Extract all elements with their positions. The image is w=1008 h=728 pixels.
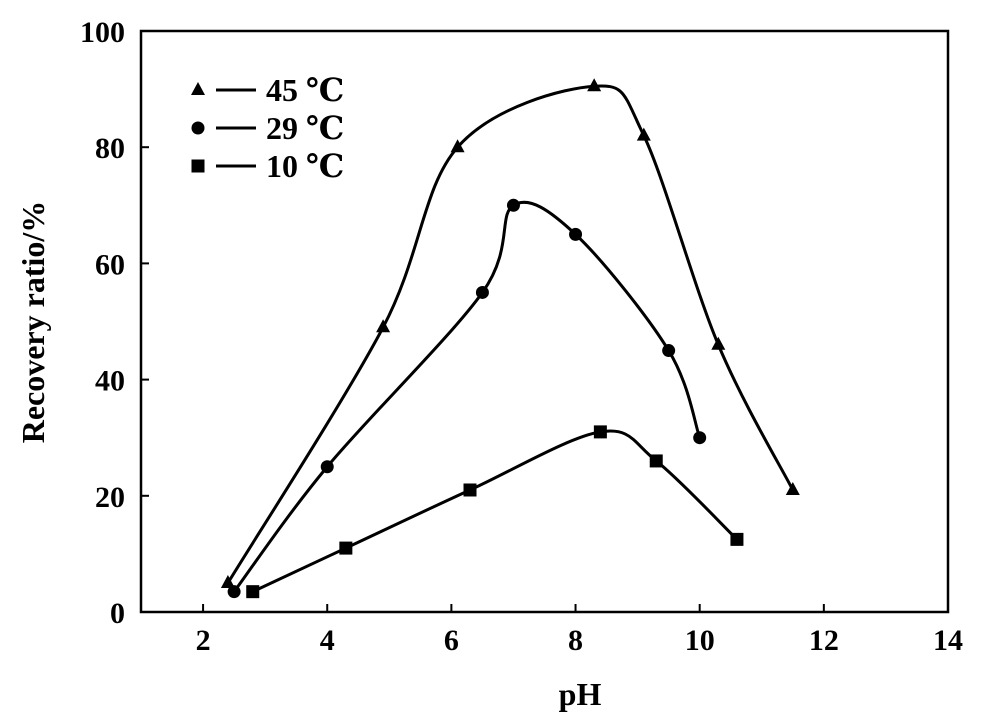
x-tick-label: 14 — [933, 624, 963, 657]
x-tick-label: 2 — [196, 624, 211, 657]
series-line — [252, 429, 738, 594]
legend: 45 ℃29 ℃10 ℃ — [191, 72, 344, 184]
series-layer — [220, 78, 800, 599]
y-tick-label: 0 — [110, 597, 125, 630]
series-circle — [227, 198, 707, 599]
data-point-circle — [227, 585, 241, 599]
series-triangle — [220, 78, 800, 588]
legend-item: 29 ℃ — [191, 110, 344, 146]
data-point-triangle — [220, 574, 235, 588]
legend-item: 10 ℃ — [191, 148, 344, 184]
x-axis-title: pH — [559, 676, 602, 712]
data-point-circle — [320, 460, 334, 474]
legend-marker-triangle — [191, 82, 205, 95]
data-point-circle — [569, 227, 583, 241]
axis-ticks: 2 4 6 8 10 12 14 0 20 40 60 80 100 — [80, 16, 963, 657]
data-point-square — [246, 585, 260, 599]
x-tick-label: 10 — [685, 624, 715, 657]
data-point-circle — [693, 431, 707, 445]
plot-frame — [139, 29, 950, 614]
x-tick-label: 6 — [444, 624, 459, 657]
y-axis-title: Recovery ratio/% — [15, 201, 51, 444]
data-point-circle — [506, 198, 520, 212]
legend-item: 45 ℃ — [191, 72, 344, 108]
x-tick-label: 4 — [320, 624, 335, 657]
data-point-triangle — [450, 139, 465, 153]
data-point-triangle — [587, 78, 602, 92]
data-point-circle — [475, 285, 489, 299]
y-tick-label: 20 — [95, 481, 125, 514]
legend-marker-circle — [191, 121, 205, 135]
legend-label: 10 ℃ — [266, 148, 344, 184]
x-tick-label: 12 — [809, 624, 839, 657]
legend-label: 45 ℃ — [266, 72, 344, 108]
legend-marker-square — [191, 159, 205, 173]
y-tick-label: 40 — [95, 365, 125, 398]
data-point-square — [339, 541, 353, 555]
data-point-triangle — [785, 481, 800, 495]
y-tick-label: 60 — [95, 248, 125, 281]
data-point-triangle — [711, 336, 726, 350]
y-tick-label: 100 — [80, 16, 125, 49]
data-point-circle — [662, 344, 676, 358]
data-point-square — [649, 454, 663, 468]
legend-label: 29 ℃ — [266, 110, 344, 146]
x-tick-label: 8 — [568, 624, 583, 657]
y-tick-label: 80 — [95, 132, 125, 165]
data-point-triangle — [376, 319, 391, 333]
series-line — [232, 200, 702, 593]
data-point-square — [593, 425, 607, 439]
data-point-square — [463, 483, 477, 497]
data-point-square — [730, 532, 744, 546]
data-point-triangle — [636, 127, 651, 141]
series-square — [246, 425, 744, 599]
